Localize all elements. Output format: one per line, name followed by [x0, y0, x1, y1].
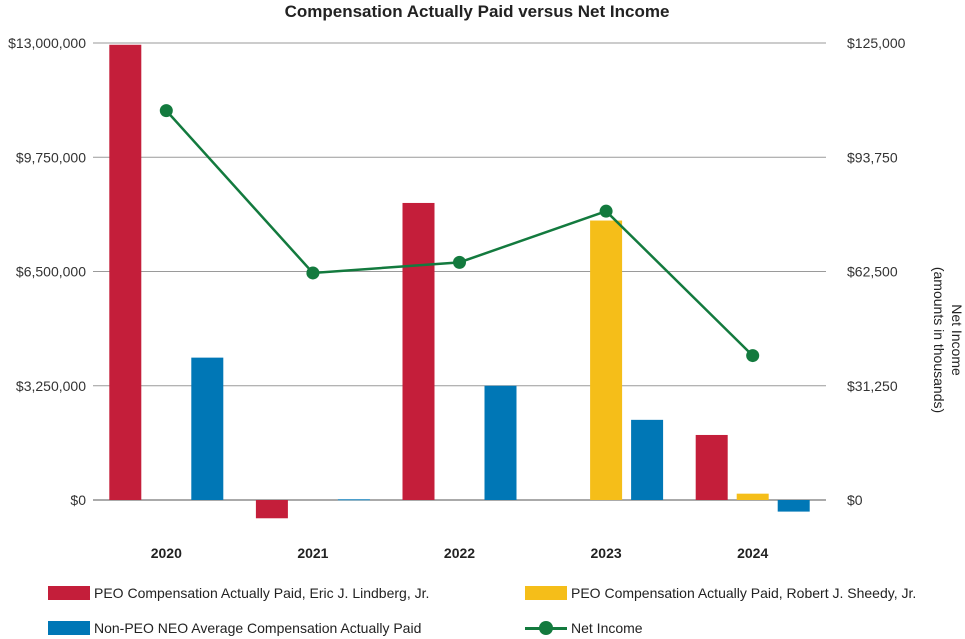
right-axis-label-line2: (amounts in thousands) [931, 267, 947, 413]
right-tick-label: $31,250 [847, 378, 898, 394]
chart-title: Compensation Actually Paid versus Net In… [285, 2, 670, 21]
legend-label-non-peo: Non-PEO NEO Average Compensation Actuall… [94, 620, 422, 636]
legend-label-sheedy: PEO Compensation Actually Paid, Robert J… [571, 585, 917, 601]
legend-label-lindberg: PEO Compensation Actually Paid, Eric J. … [94, 585, 430, 601]
left-tick-label: $6,500,000 [16, 264, 86, 280]
bar-sheedy [736, 493, 769, 500]
right-axis-label-line1: Net Income [949, 304, 965, 376]
bar-lindberg [695, 434, 728, 500]
right-tick-label: $62,500 [847, 264, 898, 280]
legend-swatch-lindberg [48, 586, 90, 600]
legend-item-net-income: Net Income [525, 620, 643, 636]
legend-swatch-non-peo [48, 621, 90, 635]
right-tick-label: $0 [847, 492, 863, 508]
legend-item-lindberg: PEO Compensation Actually Paid, Eric J. … [48, 585, 429, 601]
chart: Compensation Actually Paid versus Net In… [8, 2, 965, 561]
net-income-point [746, 349, 760, 363]
bar-sheedy [590, 220, 623, 500]
left-tick-label: $9,750,000 [16, 149, 86, 165]
bar-non-peo [631, 419, 664, 500]
left-tick-label: $0 [70, 492, 86, 508]
net-income-point [159, 104, 173, 118]
left-tick-label: $13,000,000 [8, 35, 86, 51]
bar-non-peo [337, 499, 370, 501]
legend-item-sheedy: PEO Compensation Actually Paid, Robert J… [525, 585, 916, 601]
legend-label-net-income: Net Income [571, 620, 643, 636]
category-labels: 2020 2021 2022 2023 2024 [151, 545, 769, 561]
legend-swatch-net-income [525, 621, 567, 635]
category-label: 2023 [591, 545, 622, 561]
right-axis-ticks: $0 $31,250 $62,500 $93,750 $125,000 [847, 35, 906, 508]
bar-non-peo [777, 500, 810, 512]
category-label: 2022 [444, 545, 475, 561]
bar-lindberg [402, 202, 435, 500]
category-label: 2020 [151, 545, 182, 561]
bar-non-peo [484, 385, 517, 500]
bars [109, 44, 810, 519]
bar-non-peo [191, 357, 224, 500]
bar-lindberg [255, 500, 288, 519]
category-label: 2021 [297, 545, 328, 561]
net-income-line-group [159, 104, 760, 363]
net-income-line [165, 109, 754, 357]
left-tick-label: $3,250,000 [16, 378, 86, 394]
legend-swatch-sheedy [525, 586, 567, 600]
bar-lindberg [109, 44, 142, 500]
net-income-point [453, 255, 466, 269]
legend-item-non-peo: Non-PEO NEO Average Compensation Actuall… [48, 620, 421, 636]
right-tick-label: $93,750 [847, 149, 898, 165]
category-label: 2024 [737, 545, 768, 561]
net-income-point [306, 266, 320, 280]
left-axis-ticks: $0 $3,250,000 $6,500,000 $9,750,000 $13,000,… [8, 35, 86, 508]
net-income-point [599, 204, 613, 218]
right-tick-label: $125,000 [847, 35, 906, 51]
